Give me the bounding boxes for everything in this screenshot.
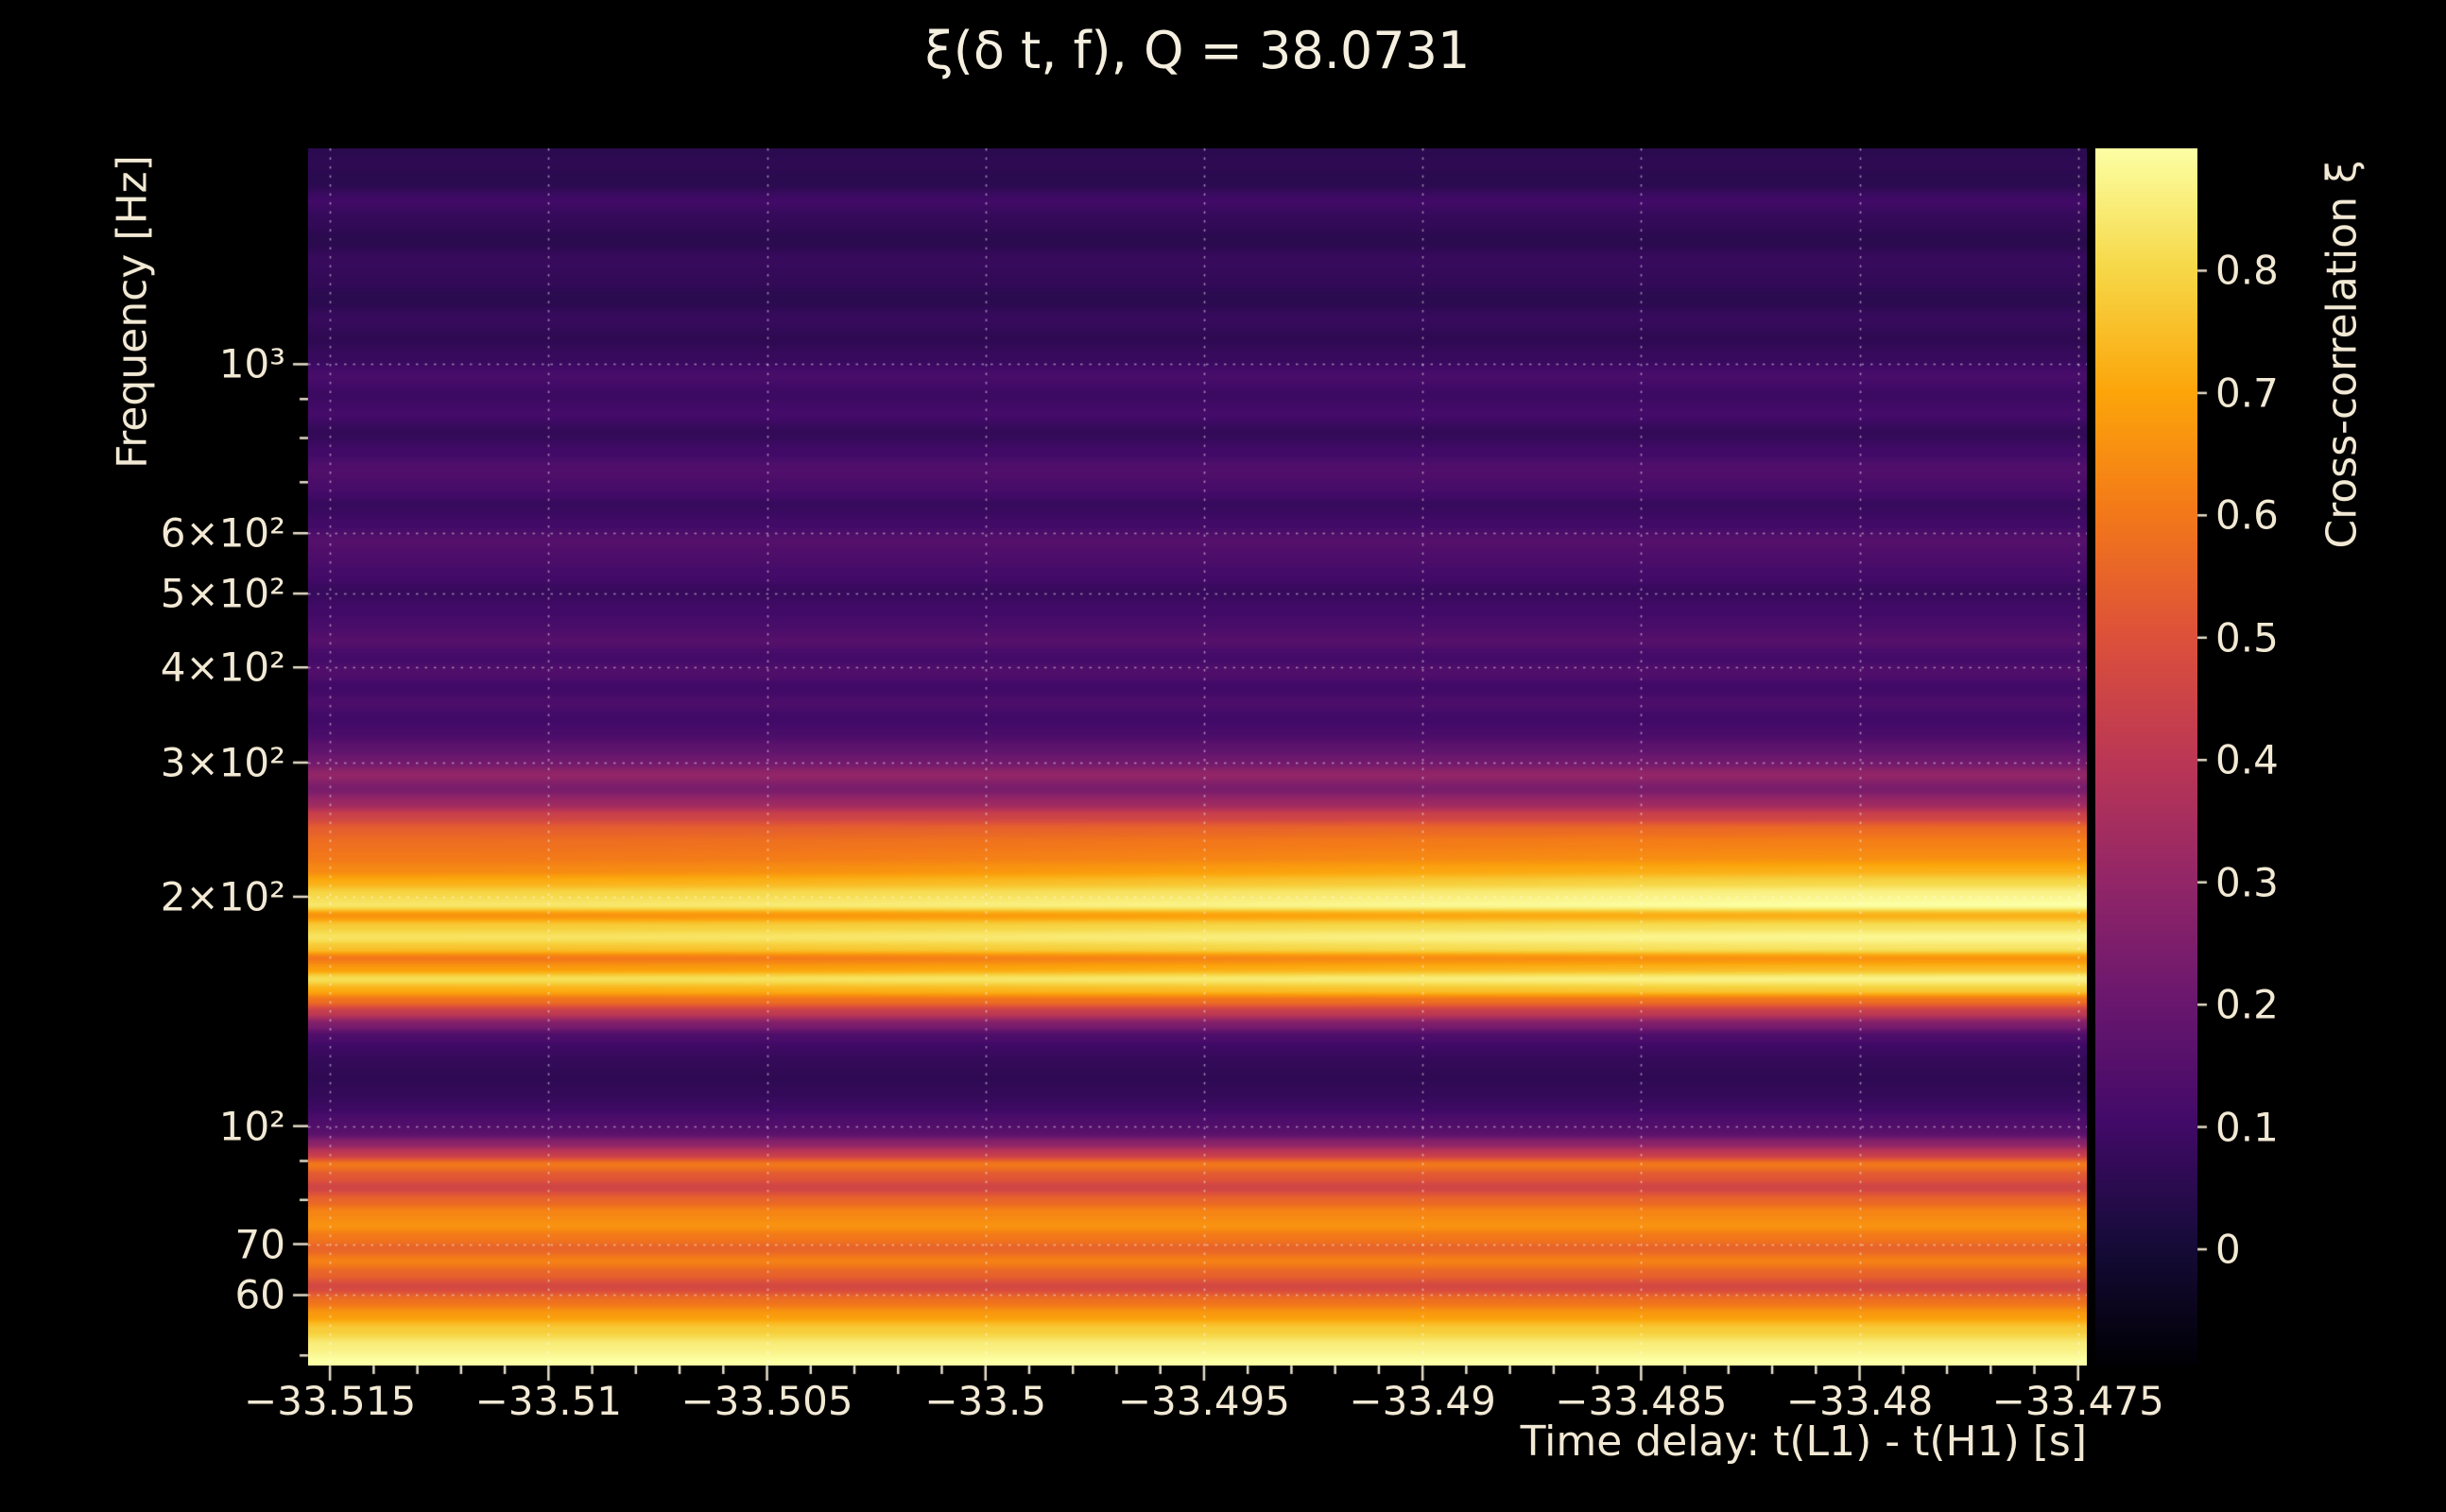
colorbar-tick-label: 0.6 xyxy=(2215,491,2279,539)
colorbar-tick-label: 0.1 xyxy=(2215,1104,2279,1151)
y-tick-label: 3×10² xyxy=(160,739,285,786)
x-tick-label: −33.505 xyxy=(680,1378,853,1424)
colorbar-tick-label: 0.2 xyxy=(2215,981,2279,1028)
colorbar-canvas xyxy=(2095,148,2197,1366)
y-tick-label: 10² xyxy=(218,1103,285,1150)
colorbar-tick-label: 0.4 xyxy=(2215,736,2279,783)
y-tick-label: 5×10² xyxy=(160,570,285,617)
heatmap-canvas xyxy=(308,148,2087,1366)
x-tick-label: −33.51 xyxy=(474,1378,623,1424)
colorbar-label: Cross-correlation ξ xyxy=(2317,160,2367,549)
x-tick-label: −33.48 xyxy=(1785,1378,1934,1424)
y-tick-label: 60 xyxy=(234,1271,285,1318)
colorbar-tick-label: 0.5 xyxy=(2215,614,2279,662)
x-axis-label: Time delay: t(L1) - t(H1) [s] xyxy=(1520,1418,2087,1466)
x-tick-label: −33.515 xyxy=(244,1378,417,1424)
colorbar-tick-label: 0.3 xyxy=(2215,859,2279,906)
chart-title: ξ(δ t, f), Q = 38.0731 xyxy=(924,21,1471,80)
y-tick-label: 2×10² xyxy=(160,873,285,920)
x-tick-label: −33.5 xyxy=(924,1378,1047,1424)
x-tick-label: −33.475 xyxy=(1991,1378,2164,1424)
colorbar-tick-label: 0.8 xyxy=(2215,247,2279,294)
x-tick-label: −33.485 xyxy=(1555,1378,1728,1424)
y-tick-label: 4×10² xyxy=(160,644,285,691)
x-tick-label: −33.495 xyxy=(1117,1378,1290,1424)
y-tick-label: 10³ xyxy=(218,340,285,387)
y-axis-label: Frequency [Hz] xyxy=(108,155,157,469)
colorbar-tick-label: 0 xyxy=(2215,1226,2241,1273)
y-tick-label: 6×10² xyxy=(160,509,285,557)
y-tick-label: 70 xyxy=(234,1221,285,1268)
x-tick-label: −33.49 xyxy=(1349,1378,1496,1424)
colorbar-tick-label: 0.7 xyxy=(2215,369,2279,417)
